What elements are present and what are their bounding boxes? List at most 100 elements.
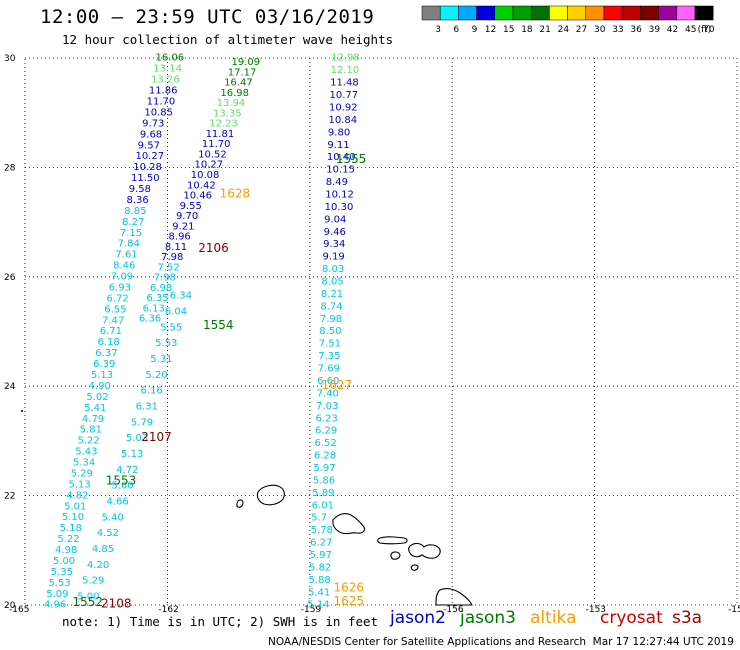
wave-height-value: 9.04 xyxy=(324,214,346,225)
island-maui xyxy=(407,542,441,559)
wave-height-value: 6.98 xyxy=(150,283,172,294)
y-tick-label: 22 xyxy=(4,492,15,502)
wave-height-value: 4.85 xyxy=(92,544,114,555)
wave-height-value: 5.43 xyxy=(75,447,97,458)
wave-height-value: 11.70 xyxy=(147,96,176,107)
wave-height-value: 9.80 xyxy=(328,127,350,138)
wave-height-value: 5.00 xyxy=(77,592,99,603)
legend-label: 12 xyxy=(485,25,496,35)
wave-height-value: 5.86 xyxy=(313,475,335,486)
page-title: 12:00 – 23:59 UTC 03/16/2019 xyxy=(40,6,375,28)
y-tick-label: 24 xyxy=(4,382,16,392)
legend-swatch xyxy=(439,5,459,21)
pass-time-label: 1625 xyxy=(334,594,365,608)
wave-height-value: 7.52 xyxy=(157,262,179,273)
wave-height-value: 5.89 xyxy=(312,488,334,499)
wave-height-value: 13.26 xyxy=(151,75,180,86)
x-tick-label: -153 xyxy=(586,605,606,615)
pass-time-label: 2107 xyxy=(141,430,172,444)
satellite-label-cryosat: cryosat xyxy=(600,608,663,628)
wave-height-value: 6.29 xyxy=(315,426,337,437)
pass-time-label: 1552 xyxy=(72,595,103,609)
legend-unit: (ft) xyxy=(698,25,712,35)
wave-height-value: 5.7 xyxy=(311,513,327,524)
wave-height-value: 5.02 xyxy=(86,392,108,403)
wave-height-value: 5.97 xyxy=(310,550,332,561)
wave-height-value: 8.05 xyxy=(321,277,343,288)
pass-time-label: 1554 xyxy=(203,318,234,332)
legend-swatch xyxy=(640,5,659,21)
satellite-label-s3a: s3a xyxy=(672,608,703,628)
wave-height-value: 7.09 xyxy=(111,272,133,283)
wave-height-value: 7.98 xyxy=(161,252,183,263)
wave-height-value: 11.50 xyxy=(131,173,160,184)
wave-height-value: 9.19 xyxy=(323,252,345,263)
wave-height-value: 16.47 xyxy=(224,78,253,89)
wave-height-value: 4.66 xyxy=(106,497,128,508)
legend-swatch xyxy=(585,5,605,21)
wave-height-value: 12.23 xyxy=(209,119,238,130)
wave-height-value: 11.70 xyxy=(202,139,231,150)
legend-label: 18 xyxy=(521,25,533,35)
x-tick-label: -159 xyxy=(301,605,322,615)
wave-height-value: 6.72 xyxy=(106,293,128,304)
wave-height-value: 5.10 xyxy=(62,512,84,523)
wave-height-value: 19.09 xyxy=(231,57,260,68)
wave-height-value: 7.98 xyxy=(154,273,176,284)
color-scale-legend: 3 6 9 12 15 18 21 24 27 30 33 36 39 42 45 70(ft) xyxy=(421,5,715,35)
wave-height-value: 9.55 xyxy=(180,201,202,212)
x-tick-label: -156 xyxy=(443,605,464,615)
wave-height-value: 4.82 xyxy=(66,490,88,501)
wave-height-value: 5.09 xyxy=(46,589,68,600)
wave-height-value: 5.60 xyxy=(111,481,133,492)
wave-height-value: 6.35 xyxy=(146,293,168,304)
wave-height-value: 9.57 xyxy=(138,140,160,151)
legend-swatch xyxy=(476,5,496,21)
wave-height-value: 5.88 xyxy=(309,575,331,586)
legend-swatch xyxy=(676,5,696,21)
satellite-label-jason3: jason3 xyxy=(460,608,516,628)
wave-height-value: 6.18 xyxy=(98,337,120,348)
wave-height-value: 6.36 xyxy=(139,314,161,325)
wave-height-value: 10.46 xyxy=(183,191,212,202)
legend-swatch xyxy=(494,5,514,21)
y-tick-label: 30 xyxy=(4,54,16,64)
legend-swatch xyxy=(512,5,532,21)
legend-swatch xyxy=(603,5,623,21)
wave-height-value: 8.74 xyxy=(320,301,342,312)
pass-time-label: 1555 xyxy=(336,152,367,166)
wave-height-value: 8.49 xyxy=(326,177,348,188)
wave-height-value: 9.70 xyxy=(176,211,198,222)
wave-height-value: 12.10 xyxy=(331,65,360,76)
wave-height-value: 5.01 xyxy=(64,501,86,512)
pass-time-label: 2108 xyxy=(101,597,132,611)
wave-height-value: 10.27 xyxy=(194,160,223,171)
wave-height-value: 9.21 xyxy=(172,221,194,232)
legend-swatch xyxy=(658,5,678,21)
wave-height-value: 5.40 xyxy=(102,512,124,523)
wave-height-value: 5.41 xyxy=(84,403,106,414)
wave-height-value: 10.85 xyxy=(144,107,173,118)
wave-height-value: 7.15 xyxy=(120,228,142,239)
wave-height-value: 7.98 xyxy=(320,314,342,325)
legend-label: 70 xyxy=(703,25,715,35)
wave-height-value: 8.85 xyxy=(124,206,146,217)
wave-height-value: 10.27 xyxy=(135,151,164,162)
wave-height-value: 10.92 xyxy=(329,102,358,113)
wave-height-value: 8.50 xyxy=(319,326,341,337)
wave-height-value: 6.52 xyxy=(314,438,336,449)
map-border xyxy=(24,57,738,606)
wave-height-value: 10.30 xyxy=(325,202,354,213)
legend-label: 6 xyxy=(453,25,459,35)
wave-height-value: 13.35 xyxy=(213,108,242,119)
map-frame xyxy=(24,57,738,606)
wave-height-value: 4.96 xyxy=(44,600,66,611)
wave-height-value: 5.81 xyxy=(80,425,102,436)
wave-height-value: 5.22 xyxy=(77,436,99,447)
pass-time-label: 2106 xyxy=(198,241,229,255)
wave-height-value: 5.35 xyxy=(51,567,73,578)
wave-height-value: 6.39 xyxy=(93,359,115,370)
legend-label: 27 xyxy=(576,25,587,35)
wave-height-value: 6.01 xyxy=(312,500,334,511)
